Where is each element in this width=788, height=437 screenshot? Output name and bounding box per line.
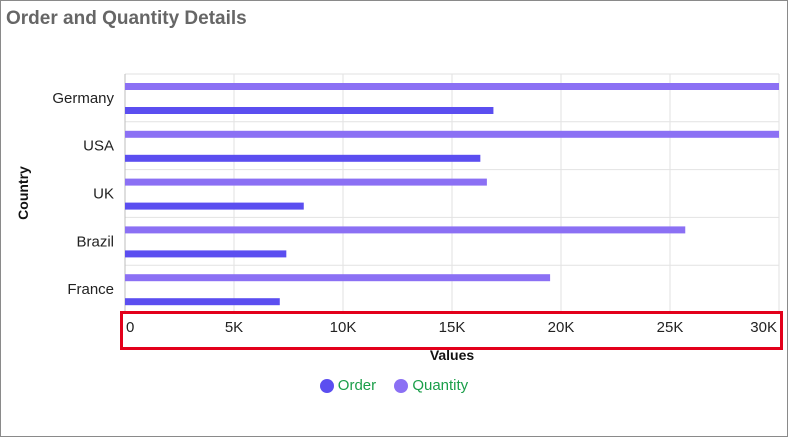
category-label-france: France xyxy=(67,281,114,298)
chart-title: Order and Quantity Details xyxy=(6,8,247,29)
legend-marker-order xyxy=(319,378,334,393)
legend-item-quantity[interactable]: Quantity xyxy=(394,377,468,394)
x-tick-label-2: 10K xyxy=(330,319,357,336)
category-label-brazil: Brazil xyxy=(76,233,114,250)
bar-order-germany xyxy=(125,107,494,114)
x-axis-title: Values xyxy=(430,347,475,363)
legend-item-order[interactable]: Order xyxy=(319,377,377,394)
bar-quantity-brazil xyxy=(125,226,686,234)
bar-order-brazil xyxy=(125,250,287,258)
bar-quantity-usa xyxy=(125,130,779,138)
x-tick-label-5: 25K xyxy=(657,319,684,336)
category-label-germany: Germany xyxy=(52,90,114,107)
bar-order-uk xyxy=(125,202,304,210)
x-tick-label-1: 5K xyxy=(225,319,243,336)
bar-quantity-germany xyxy=(125,83,779,90)
x-tick-label-0: 0 xyxy=(126,319,134,336)
bar-quantity-france xyxy=(125,274,551,282)
category-label-uk: UK xyxy=(93,186,114,203)
x-tick-label-3: 15K xyxy=(439,319,466,336)
legend-label-order: Order xyxy=(337,377,377,394)
x-tick-label-4: 20K xyxy=(548,319,575,336)
bar-quantity-uk xyxy=(125,178,487,186)
y-axis-title: Country xyxy=(15,166,31,220)
bar-order-usa xyxy=(125,154,481,162)
legend-marker-quantity xyxy=(394,378,409,393)
legend: Order Quantity xyxy=(0,377,788,397)
bar-order-france xyxy=(125,298,280,306)
x-tick-label-6: 30K xyxy=(750,319,777,336)
x-axis-highlight-box xyxy=(120,311,783,350)
legend-label-quantity: Quantity xyxy=(412,377,469,394)
category-label-usa: USA xyxy=(83,138,114,155)
